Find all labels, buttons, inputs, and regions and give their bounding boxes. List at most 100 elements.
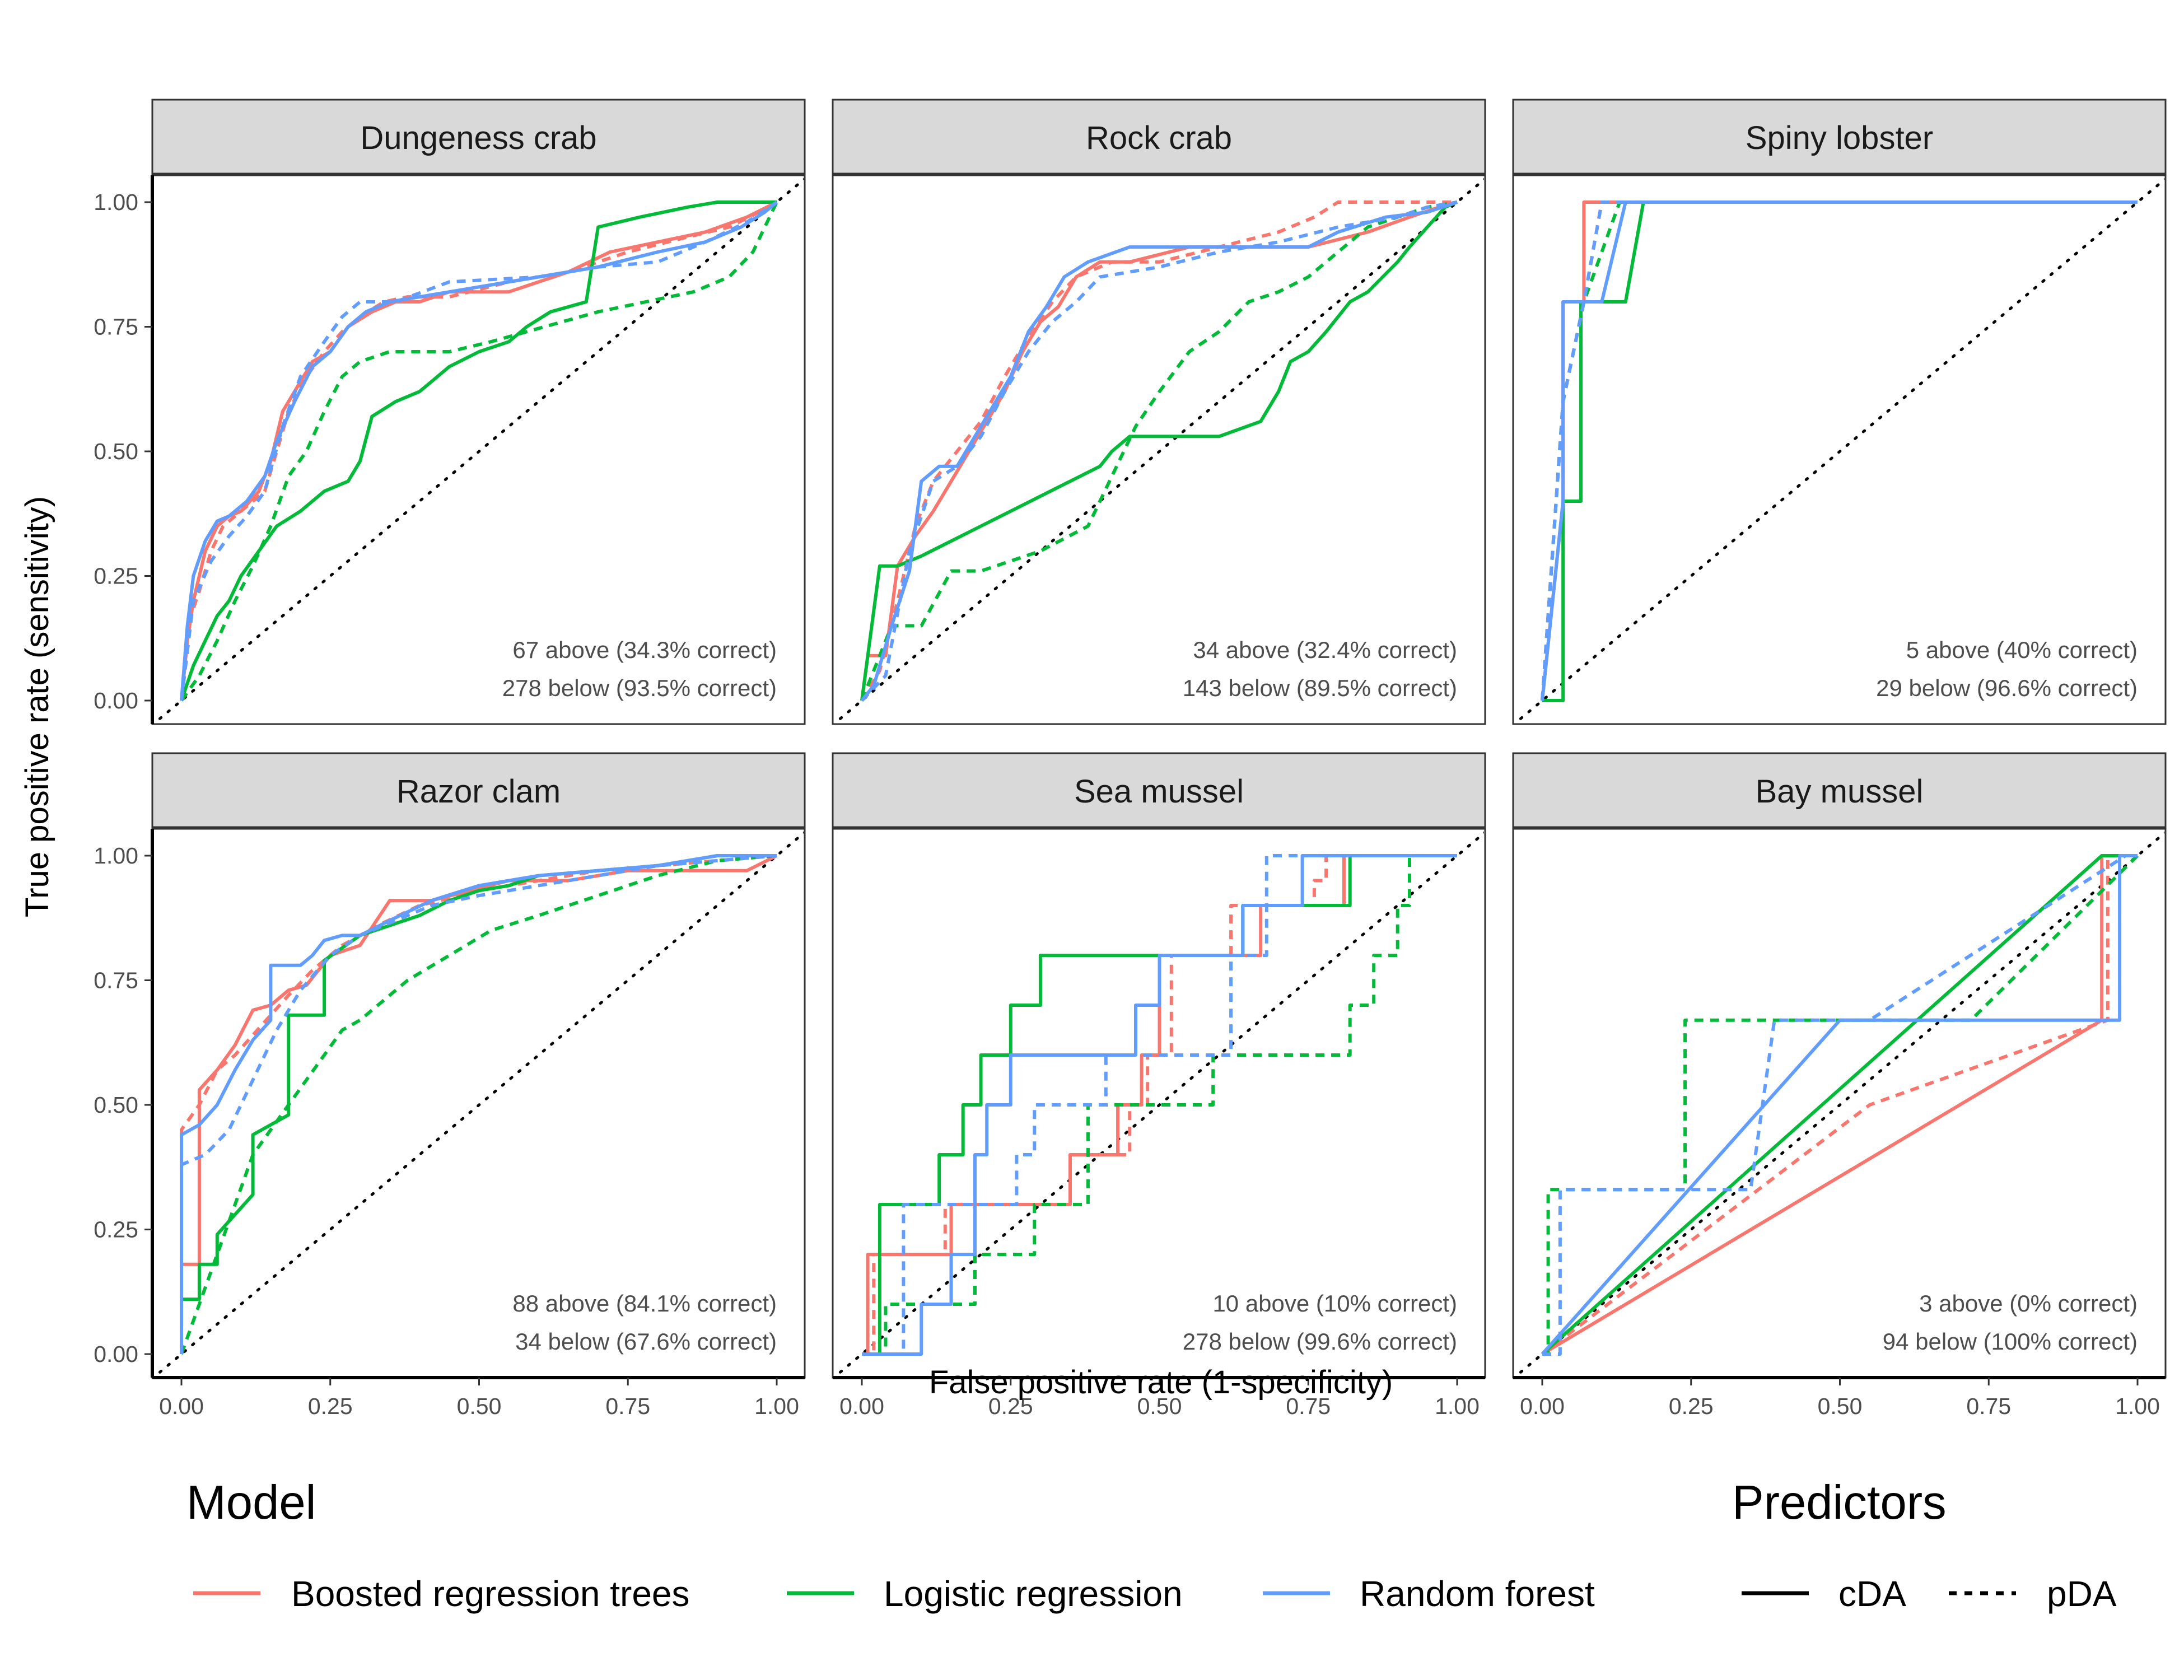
- y-tick-label: 0.50: [94, 438, 138, 464]
- plot-area: [834, 831, 1484, 1376]
- legend: Model Predictors Boosted regression tree…: [186, 1476, 2117, 1614]
- roc-line-random-forest-cda: [180, 854, 777, 1354]
- x-tick-label: 0.75: [1966, 1393, 2011, 1419]
- roc-line-random-forest-pda: [862, 854, 1457, 1356]
- reference-diagonal: [153, 831, 804, 1376]
- y-tick-label: 0.00: [94, 688, 138, 713]
- x-tick-label: 1.00: [754, 1393, 799, 1419]
- legend-label-boosted: Boosted regression trees: [291, 1574, 690, 1614]
- plot-area: [1514, 831, 2164, 1376]
- panel-strip: [1512, 99, 2167, 175]
- panel-frame: [832, 174, 1486, 725]
- x-tick-label: 0.00: [159, 1393, 204, 1419]
- roc-line-boosted-regression-trees-pda: [862, 854, 1457, 1356]
- panel-frame: [832, 828, 1486, 1379]
- x-tick-label: 0.25: [988, 1393, 1033, 1419]
- y-tick-label: 1.00: [94, 843, 138, 869]
- panel-strip: [151, 99, 806, 175]
- x-tick-label: 0.75: [605, 1393, 650, 1419]
- panel-title: Dungeness crab: [360, 120, 596, 156]
- legend-model-title: Model: [186, 1476, 316, 1529]
- x-axis-title: False positive rate (1-specificity): [929, 1364, 1393, 1401]
- x-tick-label: 0.75: [1286, 1393, 1331, 1419]
- legend-label-random-forest: Random forest: [1360, 1574, 1595, 1614]
- annotation-below: 29 below (96.6% correct): [1876, 675, 2138, 701]
- y-axis-title: True positive rate (sensitivity): [19, 496, 55, 917]
- annotation-above: 67 above (34.3% correct): [512, 637, 777, 663]
- roc-line-logistic-regression-cda: [180, 200, 777, 701]
- panel-strip: [832, 752, 1486, 828]
- x-tick-label: 1.00: [2115, 1393, 2160, 1419]
- panel-strip: [151, 752, 806, 828]
- annotation-below: 94 below (100% correct): [1883, 1328, 2138, 1355]
- annotation-above: 10 above (10% correct): [1212, 1290, 1457, 1317]
- plot-area: [1514, 178, 2164, 723]
- y-tick-label: 0.00: [94, 1341, 138, 1367]
- panel-razor-clam: Razor clam 0.00 0.25 0.50 0.75 1.00 0.00 0.25 0.…: [94, 752, 806, 1419]
- panel-rock-crab: Rock crab 34 above (32.4% correct) 143 bel…: [832, 99, 1486, 725]
- annotation-below: 143 below (89.5% correct): [1183, 675, 1457, 701]
- x-tick-label: 0.25: [1669, 1393, 1714, 1419]
- plot-area: [153, 831, 804, 1376]
- annotation-above: 34 above (32.4% correct): [1193, 637, 1457, 663]
- panels: Dungeness crab 0.00 0.25 0.50 0.75 1.00 67 abo…: [94, 99, 2167, 1419]
- roc-line-boosted-regression-trees-pda: [180, 854, 777, 1354]
- panel-title: Razor clam: [396, 773, 561, 810]
- roc-line-random-forest-pda: [180, 200, 778, 701]
- x-tick-label: 0.00: [1520, 1393, 1565, 1419]
- roc-line-random-forest-pda: [180, 854, 777, 1354]
- reference-diagonal: [834, 831, 1484, 1376]
- panel-dungeness-crab: Dungeness crab 0.00 0.25 0.50 0.75 1.00 67 abo…: [94, 99, 806, 725]
- panel-bay-mussel: Bay mussel 0.00 0.25 0.50 0.75 1.00 3 above (0…: [1512, 752, 2167, 1419]
- panel-frame: [1512, 174, 2167, 725]
- panel-title: Bay mussel: [1756, 773, 1924, 810]
- legend-label-logistic: Logistic regression: [884, 1574, 1183, 1614]
- annotation-below: 34 below (67.6% correct): [515, 1328, 777, 1355]
- panel-strip: [1512, 752, 2167, 828]
- roc-line-random-forest-cda: [862, 854, 1457, 1356]
- panel-frame: [1512, 828, 2167, 1379]
- roc-line-logistic-regression-pda: [180, 854, 777, 1355]
- y-tick-label: 0.50: [94, 1092, 138, 1118]
- roc-line-random-forest-pda: [1542, 854, 2138, 1356]
- roc-line-logistic-regression-pda: [860, 200, 1458, 702]
- roc-line-boosted-regression-trees-pda: [860, 200, 1457, 702]
- x-tick-label: 1.00: [1435, 1393, 1480, 1419]
- roc-line-logistic-regression-pda: [180, 201, 778, 702]
- panel-title: Sea mussel: [1074, 773, 1244, 810]
- annotation-above: 5 above (40% correct): [1906, 637, 2138, 663]
- roc-line-logistic-regression-cda: [860, 200, 1458, 701]
- annotation-below: 278 below (99.6% correct): [1183, 1328, 1457, 1355]
- reference-diagonal: [1514, 831, 2164, 1376]
- reference-diagonal: [153, 178, 804, 723]
- panel-title: Rock crab: [1086, 120, 1232, 156]
- reference-diagonal: [834, 178, 1484, 723]
- roc-line-random-forest-pda: [860, 200, 1458, 702]
- panel-title: Spiny lobster: [1746, 120, 1933, 156]
- x-tick-label: 0.50: [1137, 1393, 1182, 1419]
- y-tick-label: 1.00: [94, 189, 138, 215]
- annotation-above: 3 above (0% correct): [1919, 1290, 2138, 1317]
- panel-strip: [832, 99, 1486, 175]
- panel-frame: [151, 828, 806, 1379]
- annotation-below: 278 below (93.5% correct): [502, 675, 777, 701]
- y-tick-label: 0.25: [94, 563, 138, 589]
- x-tick-label: 0.50: [457, 1393, 502, 1419]
- roc-line-boosted-regression-trees-pda: [180, 200, 778, 701]
- roc-line-logistic-regression-cda: [1542, 200, 2138, 702]
- legend-label-cda: cDA: [1838, 1574, 1906, 1614]
- roc-line-logistic-regression-pda: [862, 854, 1457, 1356]
- roc-line-random-forest-cda: [860, 200, 1458, 702]
- panel-sea-mussel: Sea mussel 0.00 0.25 0.50 0.75 1.00 10 above (…: [832, 752, 1486, 1419]
- plot-area: [153, 178, 804, 723]
- roc-line-random-forest-cda: [180, 200, 778, 701]
- y-tick-label: 0.75: [94, 968, 138, 993]
- reference-diagonal: [1514, 178, 2164, 723]
- plot-area: [834, 178, 1484, 723]
- x-tick-label: 0.00: [839, 1393, 884, 1419]
- roc-line-random-forest-pda: [1541, 200, 2138, 701]
- legend-predictors-title: Predictors: [1732, 1476, 1947, 1529]
- panel-frame: [151, 174, 806, 725]
- y-tick-label: 0.25: [94, 1217, 138, 1243]
